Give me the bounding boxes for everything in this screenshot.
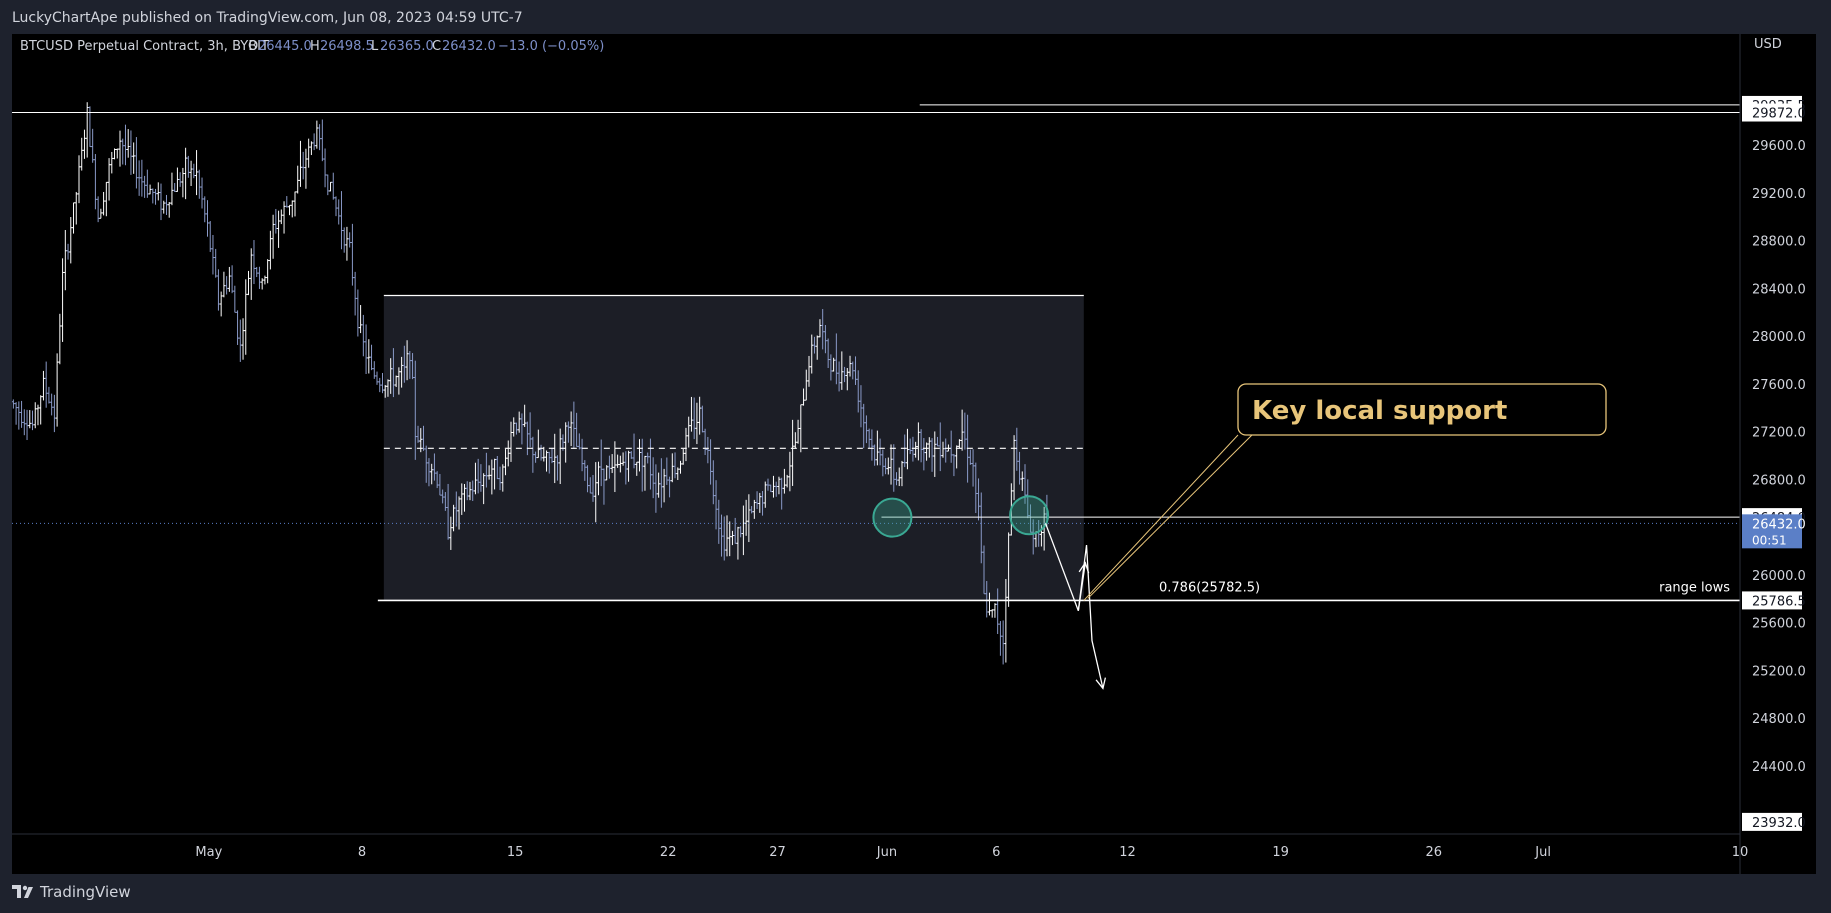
ohlc-high-value: 26498.5 [320,39,374,54]
tag-top-b: 29872.0 [1742,103,1806,122]
tag-top-b-text: 29872.0 [1752,107,1806,122]
published-line: LuckyChartApe published on TradingView.c… [12,10,523,26]
annotation-callout[interactable]: Key local support [1237,383,1607,436]
projection-down-arrow [1095,677,1107,690]
x-tick-label: 22 [660,845,677,860]
support-test-circle [872,497,913,538]
ohlc-open-value: 26445.0 [258,39,312,54]
annotation-box [1237,383,1607,436]
footer: TradingView [0,874,1831,913]
tradingview-logo-icon [12,885,33,898]
symbol-title: BTCUSD Perpetual Contract, 3h, BYBIT [20,39,269,54]
annotation-leader-right [1087,434,1253,599]
y-tick-label: 29200.0 [1752,187,1806,202]
y-tick-label: 29600.0 [1752,139,1806,154]
y-tick-label: 28400.0 [1752,282,1806,297]
tag-range-low-bg [1742,591,1802,610]
fib-level-label: 0.786(25782.5) [1159,580,1260,595]
y-tick-label: 27600.0 [1752,378,1806,393]
y-tick-label: 28800.0 [1752,235,1806,250]
ohlc-low-label: L [371,39,379,54]
price-chart[interactable]: 0.786(25782.5) range lows BTCUSD Perpetua… [12,34,1816,874]
tag-top-b-bg [1742,103,1802,122]
support-test-circle [1009,495,1050,536]
tag-bottom-text: 23932.0 [1752,816,1806,831]
candle-series [12,102,1049,665]
ohlc-high-label: H [310,39,320,54]
brand-text: TradingView [40,883,131,901]
y-tick-label: 24800.0 [1752,712,1806,727]
chart-area[interactable]: 0.786(25782.5) range lows BTCUSD Perpetua… [12,34,1816,874]
y-tick-label: 24400.0 [1752,760,1806,775]
tag-bottom: 23932.0 [1742,812,1806,831]
x-tick-label: May [195,845,222,860]
ohlc-open-label: O [248,39,258,54]
tag-current-text: 26432.0 [1752,517,1806,532]
x-tick-label: 10 [1732,845,1749,860]
tag-bottom-bg [1742,812,1802,831]
tag-range-low: 25786.5 [1742,591,1806,610]
currency-label: USD [1754,37,1782,52]
tag-current: 26432.000:51 [1742,514,1806,549]
y-tick-label: 28000.0 [1752,330,1806,345]
x-tick-label: Jul [1534,845,1551,860]
x-tick-label: 8 [358,845,366,860]
x-tick-label: Jun [876,845,897,860]
x-tick-labels: May 8 15 22 27 Jun 6 12 19 26 Jul 10 [195,845,1748,860]
y-tick-label: 27200.0 [1752,426,1806,441]
annotation-leader-left [1083,434,1239,601]
projection-path [1044,523,1104,689]
price-tags: 29935.529872.026484.026432.000:5125786.5… [1742,95,1806,831]
y-tick-label: 26800.0 [1752,473,1806,488]
y-tick-labels: 29600.0 29200.0 28800.0 28400.0 28000.0 27600… [1752,139,1806,775]
tradingview-brand[interactable]: TradingView [12,883,131,901]
annotation-text: Key local support [1252,396,1507,426]
x-tick-label: 26 [1425,845,1442,860]
x-tick-label: 19 [1272,845,1289,860]
ohlc-change: −13.0 (−0.05%) [498,39,604,54]
x-tick-label: 15 [507,845,524,860]
y-tick-label: 25200.0 [1752,664,1806,679]
y-tick-label: 25600.0 [1752,617,1806,632]
price-axis[interactable] [1740,34,1816,874]
x-tick-label: 12 [1119,845,1136,860]
tag-current-bg [1742,514,1802,549]
range-lows-label: range lows [1659,580,1730,595]
ohlc-close-label: C [432,39,441,54]
ohlc-close-value: 26432.0 [442,39,496,54]
tag-current-countdown: 00:51 [1752,533,1787,547]
x-tick-label: 27 [769,845,786,860]
y-tick-label: 26000.0 [1752,569,1806,584]
projection-up-leg [1077,562,1086,611]
x-tick-label: 6 [992,845,1000,860]
publish-header: LuckyChartApe published on TradingView.c… [0,0,1831,34]
ohlc-low-value: 26365.0 [380,39,434,54]
ohlc-row: O 26445.0 H 26498.5 L 26365.0 C 26432.0 … [248,39,604,54]
drawing-overlays: 0.786(25782.5) range lows [12,104,1740,690]
tag-range-low-text: 25786.5 [1752,594,1806,609]
